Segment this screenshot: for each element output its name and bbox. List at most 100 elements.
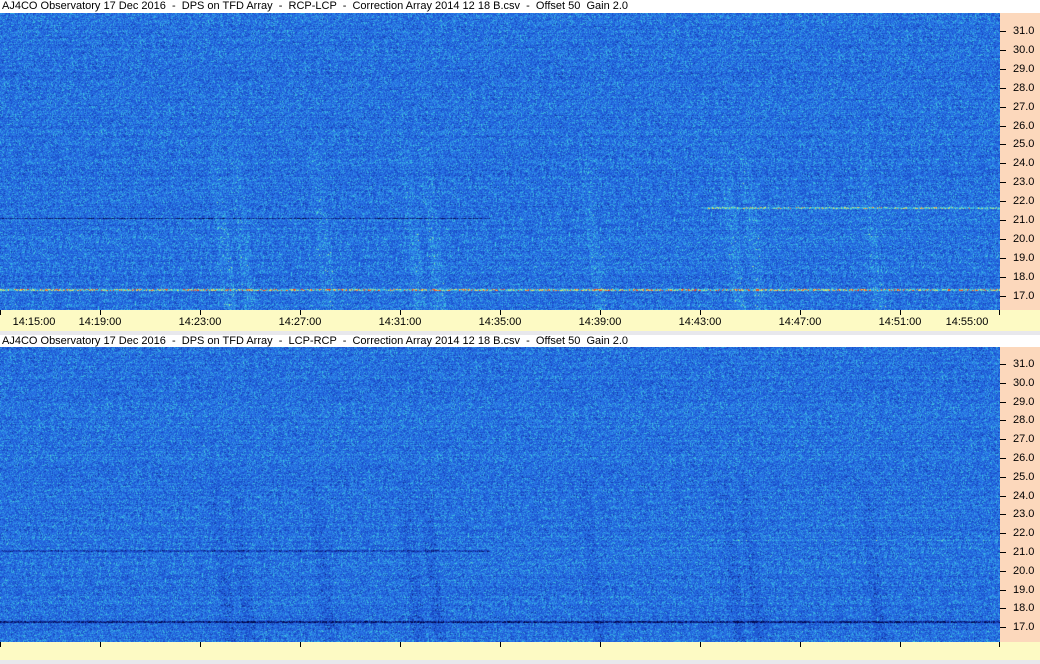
frequency-tick — [1000, 182, 1006, 184]
time-tick-label: 14:39:00 — [578, 316, 622, 328]
frequency-tick — [1000, 201, 1006, 203]
time-tick — [500, 642, 501, 647]
time-tick — [300, 642, 301, 647]
time-tick — [600, 642, 601, 647]
frequency-tick — [1000, 125, 1006, 127]
frequency-tick — [1000, 106, 1006, 108]
time-tick-label: 14:55:00 — [945, 316, 989, 328]
frequency-tick-label: 19.0 — [1013, 583, 1035, 596]
frequency-tick-label: 29.0 — [1013, 395, 1035, 408]
frequency-tick-label: 30.0 — [1013, 376, 1035, 389]
frequency-tick-label: 25.0 — [1013, 138, 1035, 151]
time-tick-label: 14:23:00 — [178, 316, 222, 328]
frequency-tick — [1000, 514, 1006, 516]
frequency-tick — [1000, 401, 1006, 403]
time-tick-label: 14:47:00 — [778, 316, 822, 328]
time-tick — [0, 310, 1, 315]
frequency-tick — [1000, 238, 1006, 240]
frequency-tick-label: 28.0 — [1013, 81, 1035, 94]
time-tick — [100, 310, 101, 315]
frequency-tick — [1000, 533, 1006, 535]
frequency-tick — [1000, 68, 1006, 70]
frequency-tick — [1000, 31, 1006, 32]
time-tick — [100, 642, 101, 647]
frequency-tick — [1000, 552, 1006, 553]
frequency-tick-label: 26.0 — [1013, 452, 1035, 464]
time-tick — [999, 310, 1000, 315]
frequency-tick — [1000, 295, 1006, 297]
frequency-tick-label: 17.0 — [1013, 621, 1035, 634]
frequency-tick — [1000, 439, 1006, 441]
time-tick — [200, 310, 201, 315]
frequency-axis-top: 31.0 30.0 29.0 28.0 27.0 26.0 25.0 24.0 23.0 22.0… — [1000, 13, 1040, 310]
frequency-tick-label: 20.0 — [1013, 232, 1035, 245]
frequency-tick-label: 31.0 — [1013, 25, 1035, 37]
spectrogram-lcp-rcp — [0, 347, 1000, 642]
frequency-tick-label: 22.0 — [1013, 195, 1035, 208]
time-tick-label: 14:31:00 — [378, 316, 422, 328]
frequency-tick — [1000, 570, 1006, 572]
frequency-tick — [1000, 627, 1006, 629]
frequency-tick-label: 27.0 — [1013, 100, 1035, 113]
panel-2-title: AJ4CO Observatory 17 Dec 2016 - DPS on T… — [0, 335, 1040, 348]
frequency-tick — [1000, 276, 1006, 278]
frequency-tick-label: 22.0 — [1013, 527, 1035, 540]
frequency-tick — [1000, 589, 1006, 591]
frequency-tick-label: 26.0 — [1013, 119, 1035, 132]
time-tick-label: 14:15:00 — [12, 316, 56, 328]
time-tick-label: 14:43:00 — [678, 316, 722, 328]
time-tick-label: 14:51:00 — [878, 316, 922, 328]
time-tick-label: 14:19:00 — [78, 316, 122, 328]
frequency-tick — [1000, 144, 1006, 146]
frequency-tick — [1000, 608, 1006, 610]
spectrogram-rcp-lcp — [0, 13, 1000, 310]
frequency-tick-label: 23.0 — [1013, 508, 1035, 521]
frequency-tick — [1000, 458, 1006, 459]
panel-1-title: AJ4CO Observatory 17 Dec 2016 - DPS on T… — [0, 0, 1040, 13]
time-tick-label: 14:27:00 — [278, 316, 322, 328]
time-tick — [400, 642, 401, 647]
time-axis-bottom — [0, 642, 1040, 660]
frequency-tick-label: 21.0 — [1013, 546, 1035, 558]
frequency-tick — [1000, 163, 1006, 165]
frequency-tick — [1000, 382, 1006, 384]
frequency-axis-bottom: 31.0 30.0 29.0 28.0 27.0 26.0 25.0 24.0 23.0 22.0… — [1000, 347, 1040, 642]
time-tick — [300, 310, 301, 315]
time-tick — [400, 310, 401, 315]
frequency-tick — [1000, 220, 1006, 221]
frequency-tick-label: 30.0 — [1013, 43, 1035, 56]
time-tick — [800, 310, 801, 315]
time-axis: 14:15:00 14:19:00 14:23:00 14:27:00 14:31:00… — [0, 310, 1040, 331]
frequency-tick-label: 18.0 — [1013, 602, 1035, 615]
frequency-tick-label: 24.0 — [1013, 157, 1035, 170]
time-tick — [900, 310, 901, 315]
frequency-tick-label: 23.0 — [1013, 176, 1035, 189]
time-tick — [0, 642, 1, 647]
time-tick-label: 14:35:00 — [478, 316, 522, 328]
frequency-tick-label: 19.0 — [1013, 251, 1035, 264]
frequency-tick — [1000, 49, 1006, 51]
frequency-tick — [1000, 364, 1006, 365]
time-tick — [700, 642, 701, 647]
time-tick — [200, 642, 201, 647]
time-tick — [999, 642, 1000, 647]
frequency-tick-label: 24.0 — [1013, 489, 1035, 502]
frequency-tick — [1000, 87, 1006, 89]
frequency-tick-label: 18.0 — [1013, 270, 1035, 283]
frequency-tick-label: 27.0 — [1013, 433, 1035, 446]
time-tick — [900, 642, 901, 647]
frequency-tick — [1000, 476, 1006, 478]
frequency-tick-label: 17.0 — [1013, 289, 1035, 302]
frequency-tick-label: 31.0 — [1013, 358, 1035, 370]
time-tick — [500, 310, 501, 315]
frequency-tick — [1000, 257, 1006, 259]
frequency-tick-label: 29.0 — [1013, 62, 1035, 75]
frequency-tick — [1000, 495, 1006, 497]
time-tick — [600, 310, 601, 315]
frequency-tick-label: 25.0 — [1013, 470, 1035, 483]
frequency-tick-label: 21.0 — [1013, 214, 1035, 226]
time-tick — [800, 642, 801, 647]
frequency-tick-label: 28.0 — [1013, 414, 1035, 427]
time-tick — [700, 310, 701, 315]
frequency-tick — [1000, 420, 1006, 422]
